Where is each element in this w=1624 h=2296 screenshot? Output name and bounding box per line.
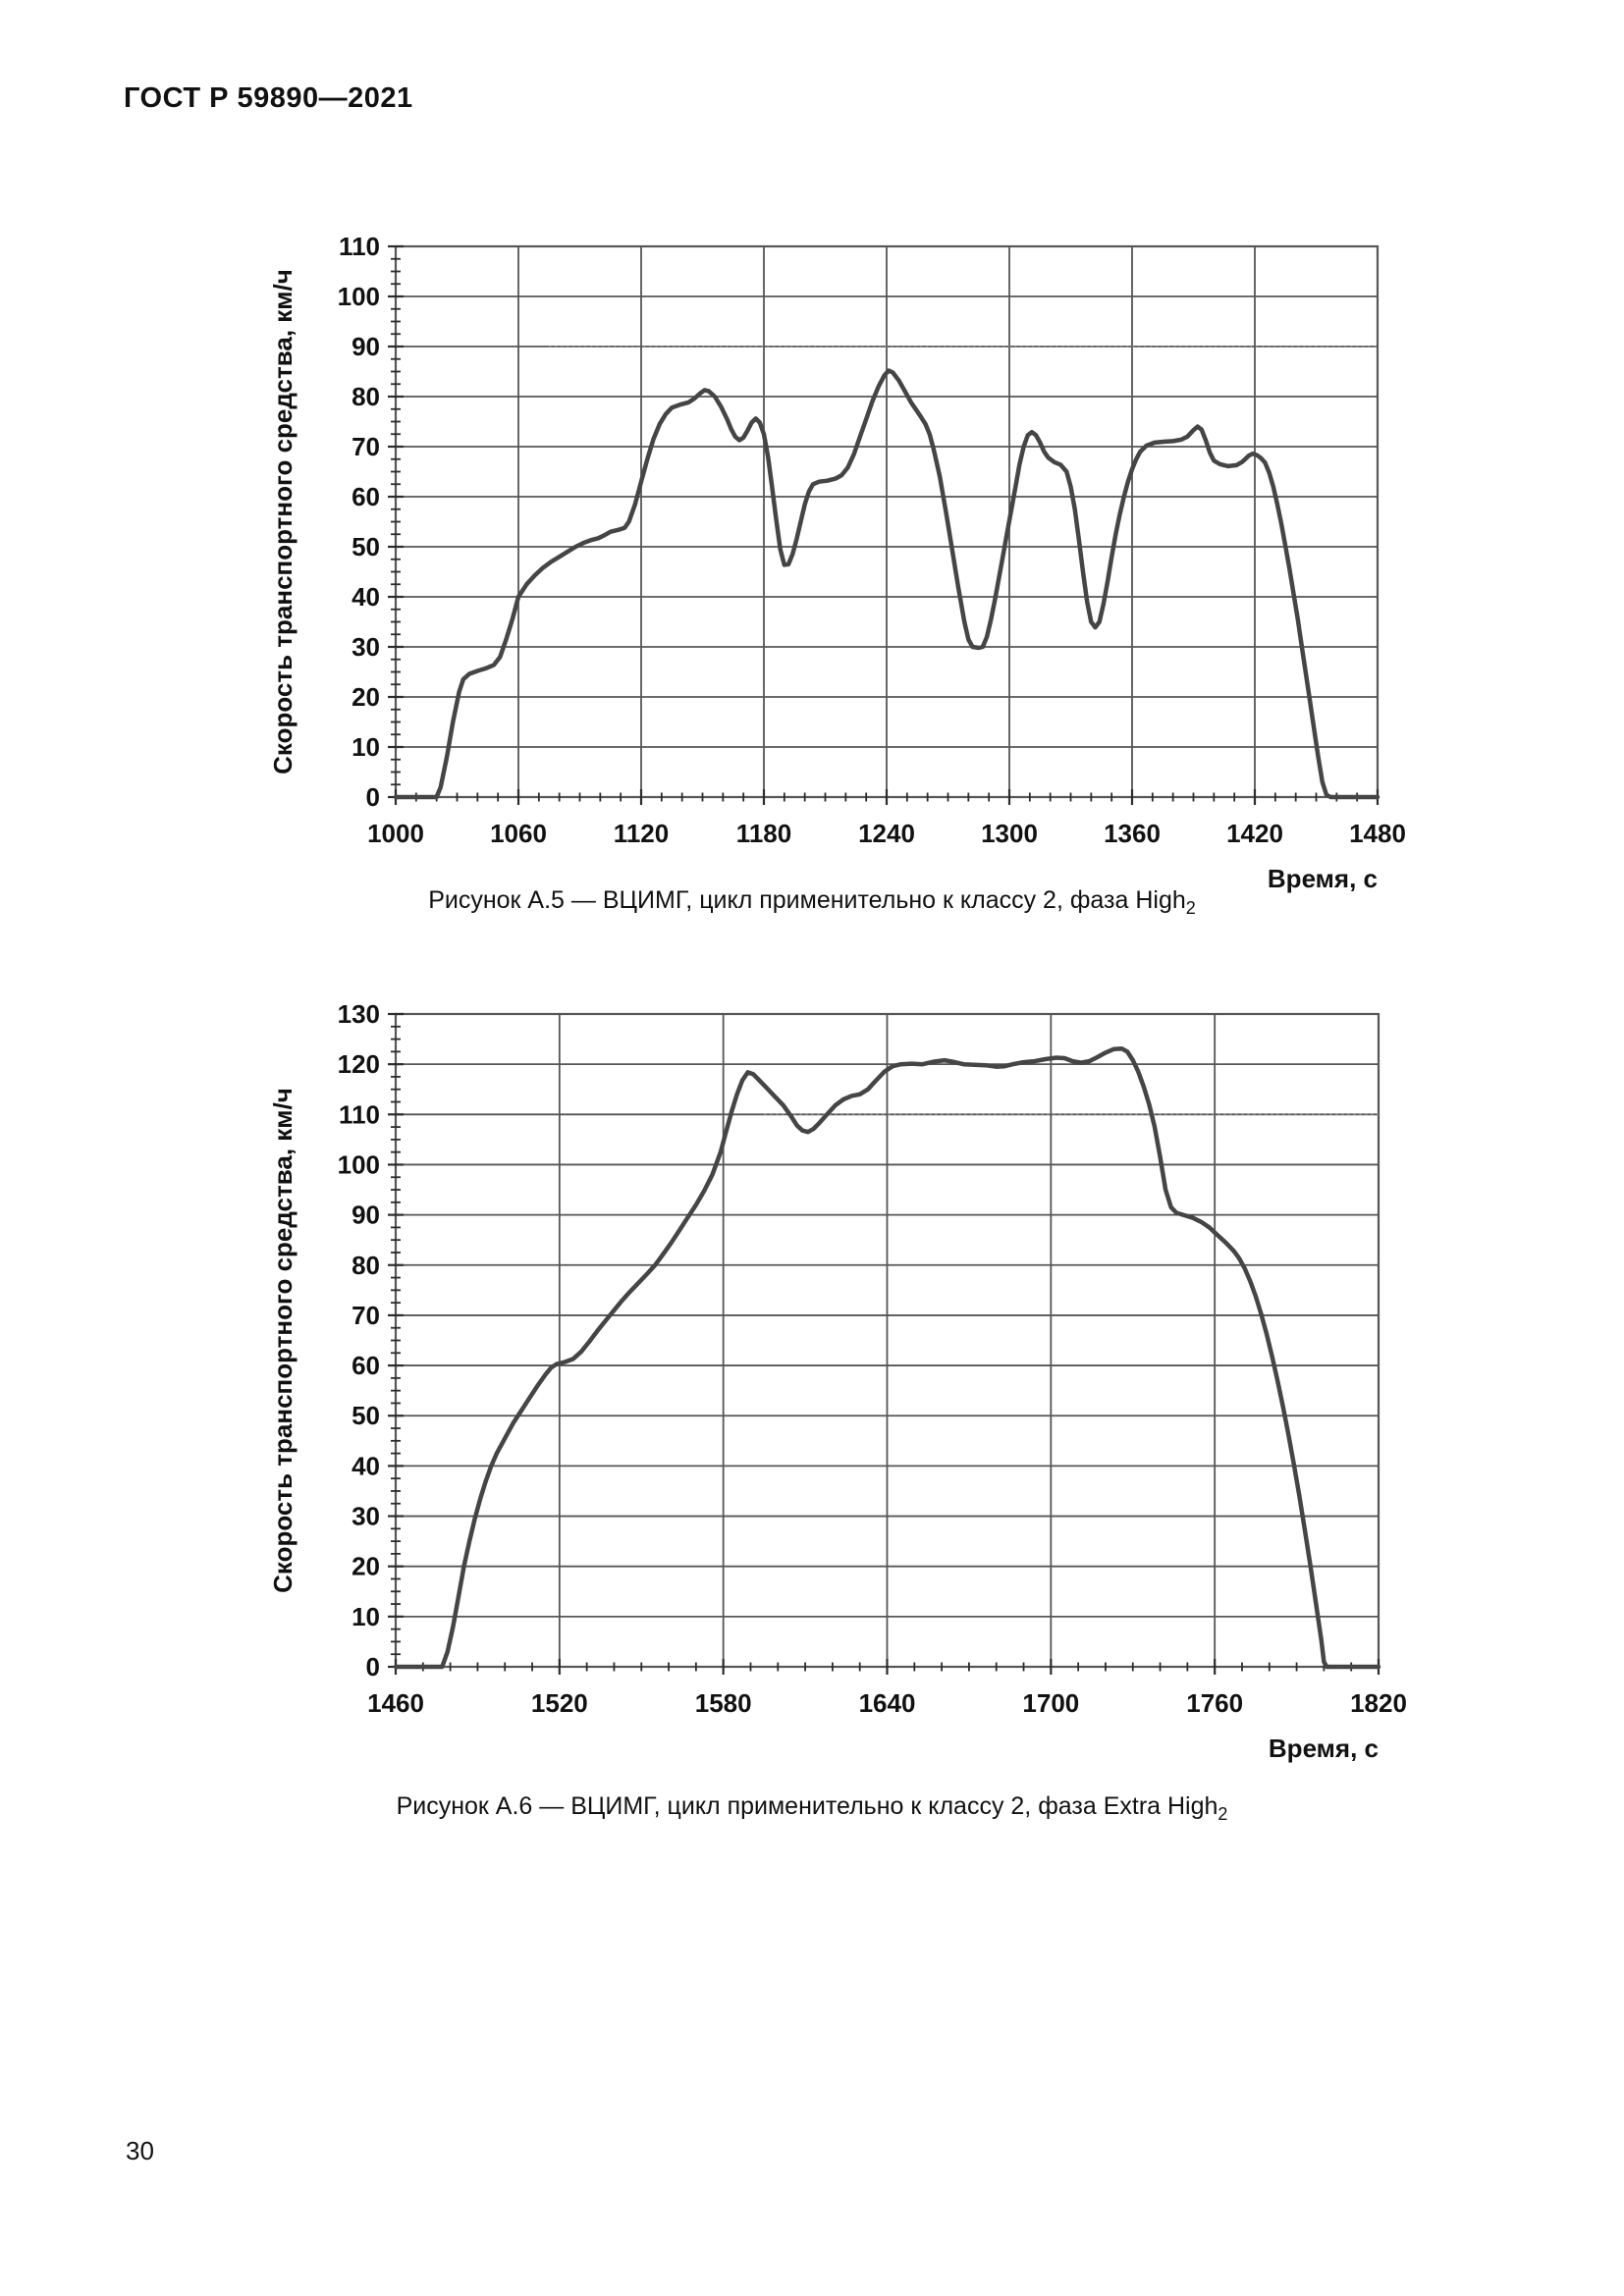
x-tick-label: 1760 — [1186, 1688, 1243, 1718]
y-tick-label: 120 — [338, 1049, 380, 1079]
x-axis-title: Время, с — [1268, 864, 1378, 893]
y-axis-title: Скорость транспортного средства, км/ч — [268, 269, 298, 774]
y-tick-label: 130 — [338, 999, 380, 1029]
x-tick-label: 1640 — [859, 1688, 916, 1718]
x-tick-label: 1420 — [1226, 819, 1283, 848]
y-tick-label: 90 — [352, 1201, 380, 1230]
y-tick-label: 110 — [339, 232, 380, 261]
y-tick-label: 110 — [339, 1099, 380, 1129]
chart-a6-speed-vs-time: 0 10 20 30 40 50 60 70 80 90 100 110 120 130 1460 1520 1… — [268, 999, 1407, 1763]
y-tick-label: 40 — [352, 1451, 380, 1480]
y-tick-label: 70 — [352, 432, 380, 461]
x-tick-label: 1520 — [531, 1688, 588, 1718]
speed-curve — [393, 1046, 1381, 1670]
x-tick-label: 1360 — [1104, 819, 1161, 848]
x-tick-label: 1700 — [1022, 1688, 1079, 1718]
x-tick-label: 1120 — [614, 819, 669, 848]
y-tick-label: 60 — [352, 1351, 380, 1380]
y-tick-label: 80 — [352, 382, 380, 411]
x-tick-label: 1300 — [981, 819, 1038, 848]
y-tick-label: 30 — [352, 1502, 380, 1531]
y-tick-label: 100 — [338, 282, 380, 311]
figure-a5-caption-subscript: 2 — [1185, 898, 1196, 918]
y-tick-label: 40 — [352, 582, 380, 612]
x-tick-label: 1060 — [490, 819, 547, 848]
figure-a6-caption-text: Рисунок А.6 — ВЦИМГ, цикл применительно … — [396, 1792, 1218, 1820]
x-tick-label: 1000 — [367, 819, 424, 848]
page-number: 30 — [126, 2136, 154, 2165]
y-tick-label: 60 — [352, 482, 380, 511]
figure-a5-caption: Рисунок А.5 — ВЦИМГ, цикл применительно … — [0, 886, 1624, 919]
figure-a6-caption: Рисунок А.6 — ВЦИМГ, цикл применительно … — [0, 1792, 1624, 1825]
y-tick-label: 90 — [352, 332, 380, 361]
figure-a5-caption-text: Рисунок А.5 — ВЦИМГ, цикл применительно … — [428, 886, 1186, 914]
y-tick-label: 80 — [352, 1251, 380, 1280]
x-tick-label: 1240 — [858, 819, 915, 848]
y-tick-label: 100 — [338, 1149, 380, 1179]
figure-a6-caption-subscript: 2 — [1218, 1804, 1228, 1824]
y-tick-label: 10 — [352, 732, 380, 762]
doc-header-title: ГОСТ Р 59890—2021 — [124, 82, 413, 114]
x-tick-label: 1820 — [1350, 1688, 1407, 1718]
y-tick-label: 10 — [352, 1602, 380, 1631]
x-tick-label: 1580 — [695, 1688, 752, 1718]
chart-a5-speed-vs-time: 0 10 20 30 40 50 60 70 80 90 100 110 1000 1060 1120 118… — [268, 232, 1406, 893]
y-tick-label: 50 — [352, 532, 380, 561]
y-tick-label: 0 — [366, 1652, 380, 1682]
y-tick-label: 20 — [352, 1552, 380, 1581]
y-axis-title: Скорость транспортного средства, км/ч — [268, 1088, 298, 1593]
y-tick-label: 0 — [366, 782, 380, 812]
y-tick-label: 70 — [352, 1301, 380, 1330]
y-tick-label: 50 — [352, 1401, 380, 1430]
x-axis-title: Время, с — [1269, 1734, 1379, 1763]
y-tick-label: 20 — [352, 682, 380, 712]
speed-curve — [393, 368, 1380, 800]
x-tick-label: 1180 — [736, 819, 791, 848]
y-tick-label: 30 — [352, 632, 380, 662]
x-tick-label: 1460 — [367, 1688, 424, 1718]
x-tick-label: 1480 — [1349, 819, 1406, 848]
